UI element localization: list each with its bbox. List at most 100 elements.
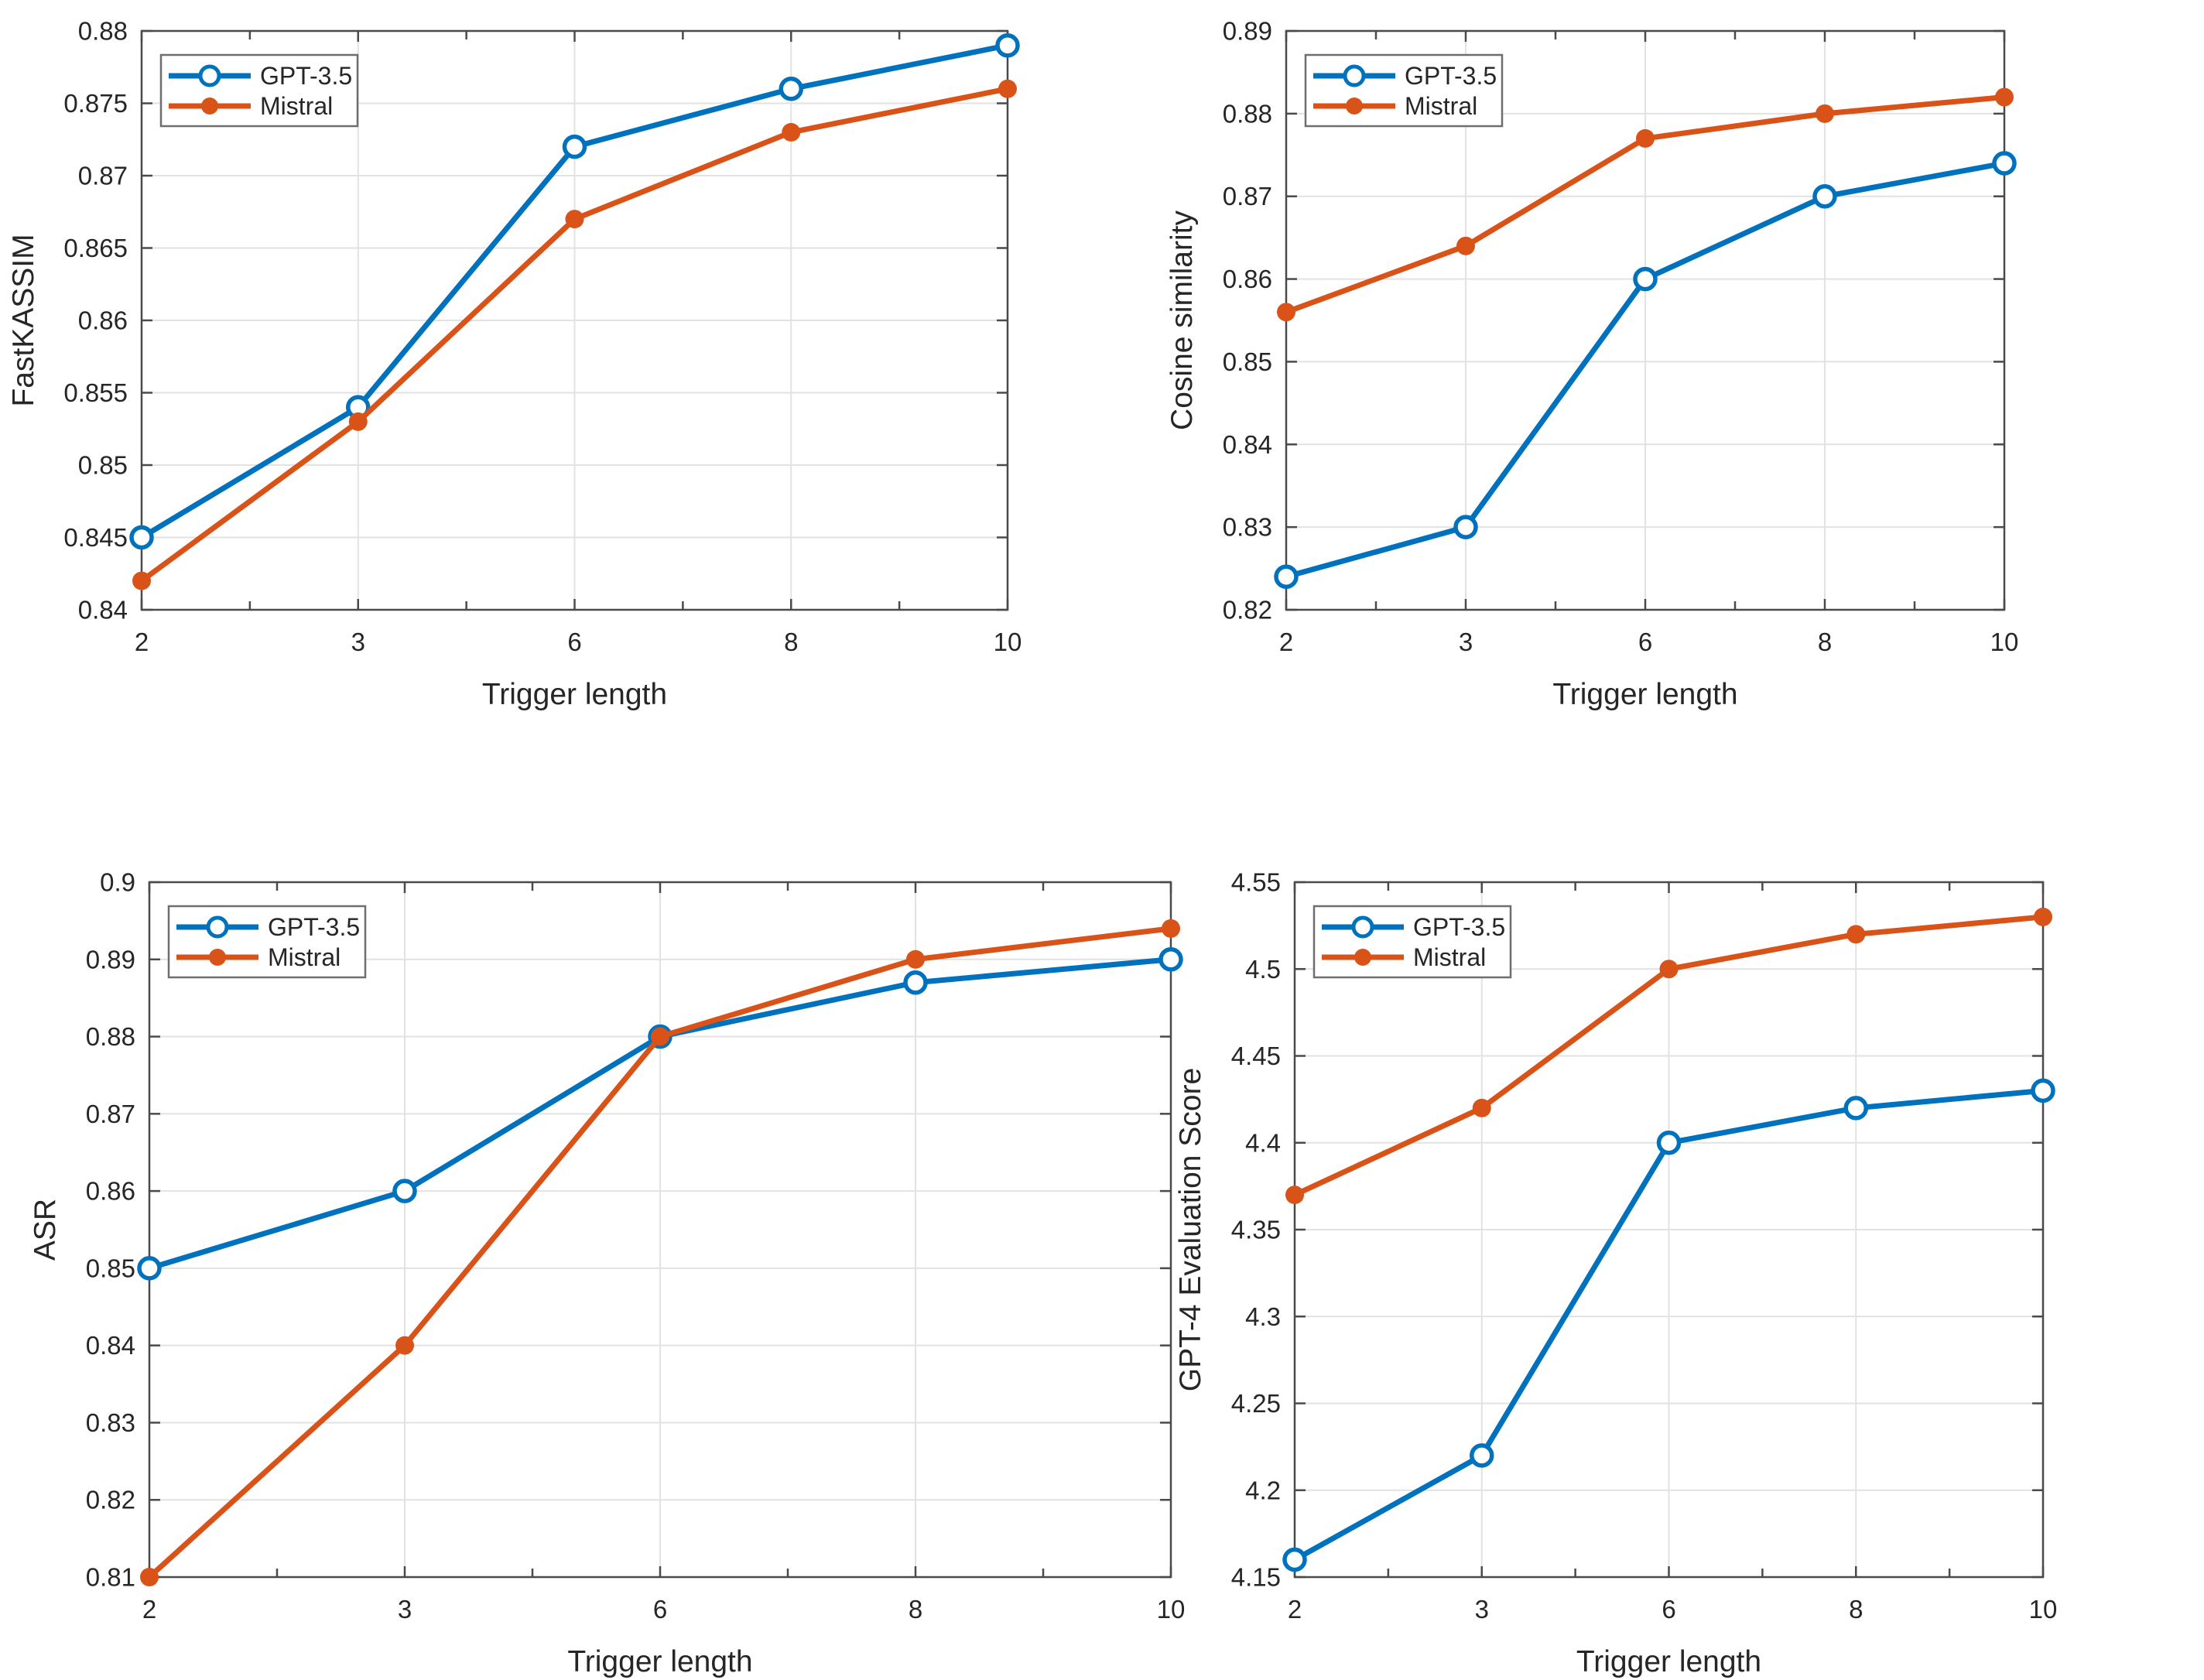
open-circle-marker [1843, 1096, 1868, 1121]
open-circle-marker [1274, 564, 1299, 590]
x-axis-label: Trigger length [1552, 678, 1737, 711]
y-tick-label: 0.84 [86, 1331, 135, 1360]
filled-circle-marker [132, 571, 151, 590]
y-tick-labels: 0.84 0.845 0.85 0.855 0.86 0.865 0.87 0.875 0.88 [63, 17, 128, 624]
open-circle-marker [1453, 515, 1478, 539]
open-circle-marker [562, 134, 587, 159]
filled-circle-marker [998, 79, 1017, 98]
x-tick-label: 2 [1288, 1595, 1302, 1624]
open-circle-marker [779, 77, 803, 101]
open-circle-marker [1812, 183, 1837, 209]
y-axis-label: GPT-4 Evaluation Score [1174, 1068, 1207, 1391]
filled-circle-marker [1636, 128, 1655, 148]
filled-circle-marker [651, 1027, 669, 1046]
legend-label: Mistral [260, 92, 333, 120]
filled-circle-marker [1162, 919, 1180, 938]
x-tick-labels: 2 3 6 8 10 [135, 628, 1022, 656]
open-circle-marker [1992, 151, 2017, 176]
open-circle-marker [903, 970, 928, 995]
x-tick-label: 10 [994, 628, 1022, 656]
y-tick-label: 0.845 [63, 523, 128, 552]
tick-marks [140, 29, 1009, 611]
series-markers-gpt-3.5 [129, 33, 1020, 550]
series-markers-gpt-3.5 [1274, 151, 2017, 590]
x-tick-label: 2 [1279, 628, 1293, 656]
y-tick-label: 4.35 [1231, 1216, 1281, 1244]
x-tick-label: 8 [1849, 1595, 1863, 1624]
chart-gpt4-eval-score: 4.15 4.2 4.25 4.3 4.35 4.4 4.45 4.5 4.55 2 3 6 8 10 Tr… [1174, 868, 2057, 1679]
y-tick-label: 0.82 [1223, 596, 1272, 624]
legend-label: Mistral [1413, 943, 1486, 971]
y-tick-label: 0.89 [86, 945, 135, 973]
open-circle-marker [1282, 1547, 1307, 1572]
y-tick-label: 0.85 [86, 1254, 135, 1282]
legend-label: Mistral [268, 943, 341, 971]
x-tick-label: 8 [909, 1595, 922, 1624]
x-tick-label: 2 [135, 628, 149, 656]
x-tick-label: 6 [1638, 628, 1652, 656]
filled-circle-marker [906, 949, 925, 969]
y-tick-label: 0.83 [1223, 513, 1272, 542]
legend-open-circle-marker [198, 64, 221, 87]
y-tick-label: 0.84 [1223, 430, 1272, 459]
x-axis-label: Trigger length [567, 1645, 752, 1678]
open-circle-marker [137, 1256, 162, 1281]
series-markers-mistral [1285, 907, 2052, 1205]
legend-filled-circle-marker [1346, 98, 1363, 115]
y-tick-label: 0.865 [63, 234, 128, 262]
y-tick-label: 4.5 [1245, 955, 1281, 984]
filled-circle-marker [140, 1568, 159, 1586]
y-tick-label: 0.9 [100, 868, 135, 897]
gridlines [149, 881, 1172, 1578]
series-markers-mistral [140, 919, 1180, 1586]
x-tick-label: 10 [1157, 1595, 1186, 1624]
y-tick-label: 0.83 [86, 1408, 135, 1437]
legend-label: Mistral [1405, 92, 1477, 120]
y-tick-label: 0.88 [1223, 99, 1272, 128]
series-markers-mistral [1277, 87, 2014, 322]
filled-circle-marker [1846, 925, 1866, 944]
y-tick-label: 0.85 [1223, 347, 1272, 376]
x-tick-label: 3 [1475, 1595, 1489, 1624]
x-tick-label: 8 [1818, 628, 1832, 656]
y-tick-labels: 0.82 0.83 0.84 0.85 0.86 0.87 0.88 0.89 [1223, 17, 1272, 624]
filled-circle-marker [1277, 303, 1295, 322]
legend-label: GPT-3.5 [268, 913, 360, 941]
y-axis-label: ASR [29, 1199, 62, 1261]
y-tick-label: 0.88 [86, 1022, 135, 1051]
open-circle-marker [129, 525, 154, 550]
y-tick-label: 0.82 [86, 1486, 135, 1514]
y-tick-label: 0.86 [1223, 265, 1272, 293]
x-tick-label: 2 [142, 1595, 156, 1624]
y-tick-label: 0.875 [63, 89, 128, 118]
y-tick-label: 0.88 [78, 17, 128, 46]
legend-filled-circle-marker [209, 949, 226, 966]
filled-circle-marker [1456, 236, 1475, 255]
x-tick-labels: 2 3 6 8 10 [142, 1595, 1186, 1624]
x-axis-label: Trigger length [1576, 1645, 1761, 1678]
legend-filled-circle-marker [201, 98, 218, 115]
legend-open-circle-marker [1343, 64, 1366, 87]
series-markers-gpt-3.5 [1282, 1078, 2055, 1572]
chart-fastkassim: 0.84 0.845 0.85 0.855 0.86 0.865 0.87 0.875 0.88… [7, 17, 1022, 712]
filled-circle-marker [395, 1336, 414, 1355]
legend-label: GPT-3.5 [260, 62, 352, 90]
x-tick-label: 6 [567, 628, 581, 656]
x-tick-label: 10 [2029, 1595, 2058, 1624]
gridlines [1294, 881, 2044, 1578]
x-tick-label: 3 [351, 628, 365, 656]
y-tick-label: 4.2 [1245, 1476, 1281, 1504]
legend-open-circle-marker [206, 915, 229, 939]
open-circle-marker [2031, 1078, 2055, 1103]
y-tick-label: 0.87 [86, 1100, 135, 1128]
x-tick-labels: 2 3 6 8 10 [1288, 1595, 2058, 1624]
y-axis-label: FastKASSIM [7, 234, 40, 406]
y-tick-label: 4.55 [1231, 868, 1281, 897]
filled-circle-marker [565, 210, 584, 229]
filled-circle-marker [1472, 1098, 1491, 1117]
